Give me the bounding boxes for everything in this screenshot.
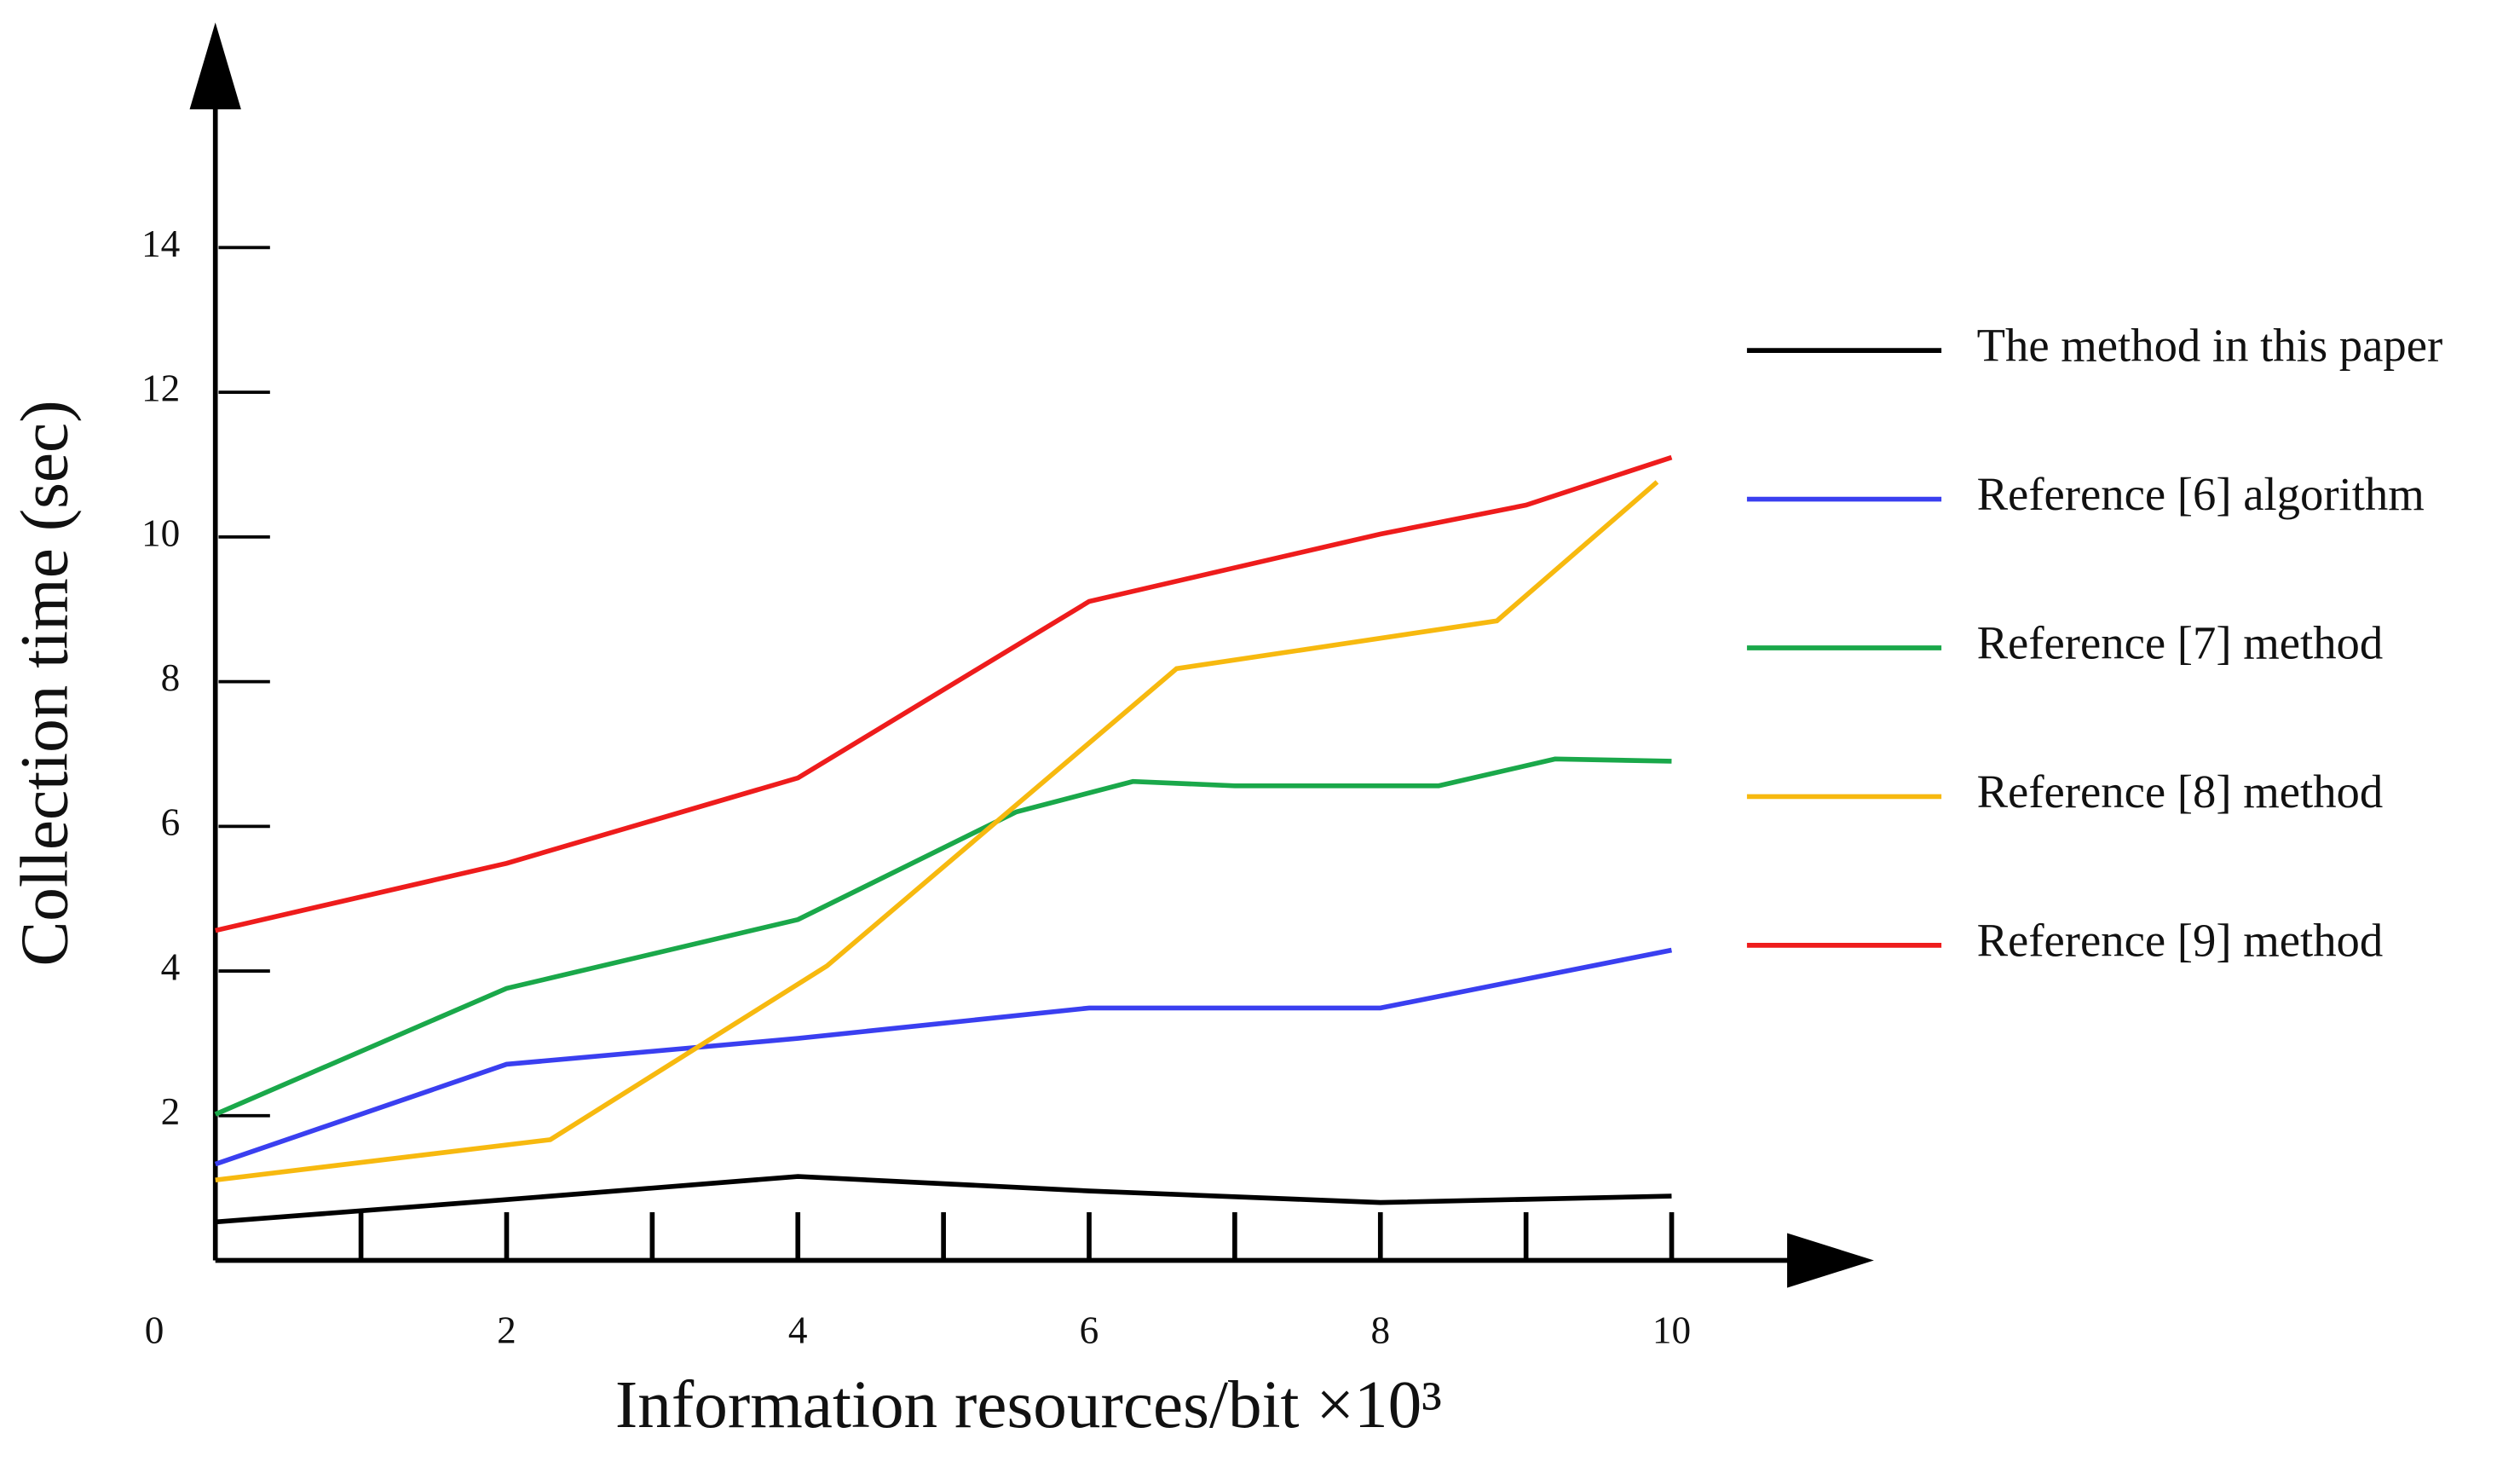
y-tick-label: 4	[161, 945, 181, 988]
x-tick-label: 10	[1652, 1309, 1691, 1352]
x-tick-label: 0	[145, 1309, 164, 1352]
y-tick-label: 12	[141, 367, 180, 410]
y-tick-label: 8	[161, 656, 181, 699]
x-tick-label: 8	[1370, 1309, 1390, 1352]
x-tick-label: 4	[788, 1309, 808, 1352]
x-axis-arrow	[1787, 1233, 1874, 1288]
y-tick-label: 10	[141, 511, 180, 554]
series-line	[214, 947, 1673, 1167]
y-axis-label: Collection time (sec)	[8, 400, 83, 966]
x-tick-label: 6	[1080, 1309, 1099, 1352]
legend-label: Reference [9] method	[1977, 914, 2384, 966]
series-line	[215, 1174, 1672, 1225]
y-axis-arrow	[189, 22, 241, 110]
legend-label: The method in this paper	[1977, 320, 2443, 372]
y-tick-label: 6	[161, 801, 181, 844]
legend-label: Reference [7] method	[1977, 617, 2384, 669]
legend-label: Reference [6] algorithm	[1977, 468, 2425, 520]
x-tick-label: 2	[497, 1309, 516, 1352]
x-axis-label: Information resources/bit ×10³	[615, 1367, 1442, 1442]
legend-label: Reference [8] method	[1977, 766, 2384, 818]
series-line	[215, 454, 1673, 933]
series-line	[215, 480, 1659, 1183]
series-line	[214, 756, 1672, 1117]
y-tick-label: 2	[161, 1090, 181, 1133]
y-tick-label: 14	[141, 222, 180, 265]
